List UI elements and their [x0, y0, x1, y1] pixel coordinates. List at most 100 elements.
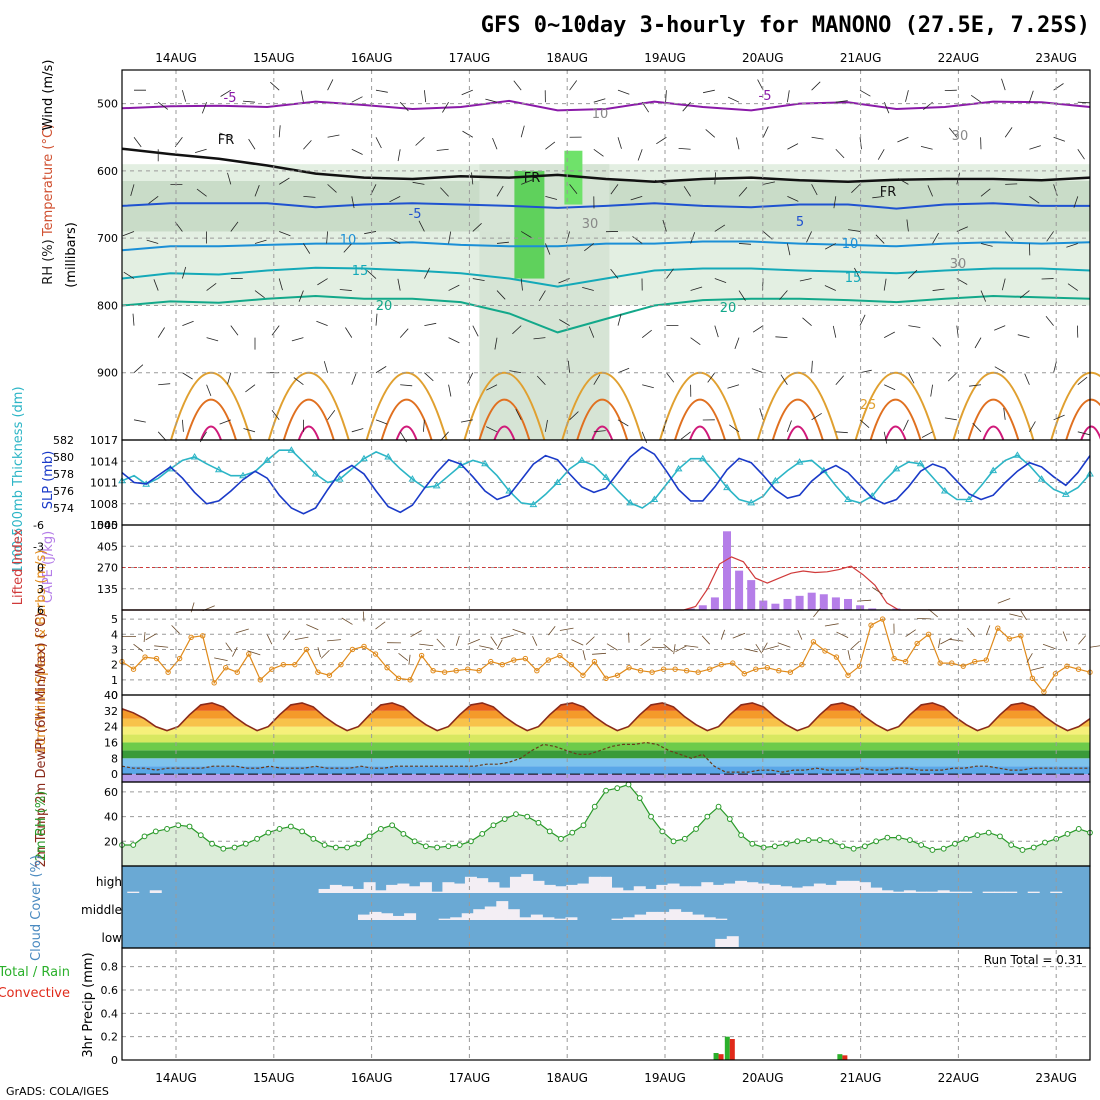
wind-barb [440, 431, 449, 441]
wind-speed-point [211, 680, 217, 686]
rh-point [344, 844, 351, 851]
wind-speed-point [372, 651, 379, 657]
tick-wind-1: 1 [111, 674, 118, 687]
wind-barb [389, 196, 401, 203]
wind-barb-10m [548, 626, 556, 636]
wind-barb [536, 375, 546, 386]
contour-label-14: 30 [582, 217, 599, 232]
thickness-marker [602, 473, 610, 480]
wind-barb [327, 184, 337, 193]
cape-bar [844, 598, 852, 610]
wind-barb-10m [225, 642, 233, 652]
cloud-middle [565, 917, 578, 920]
wind-speed-point [799, 661, 805, 668]
tick-slp-1014: 1014 [90, 455, 118, 468]
wind-barb [366, 270, 377, 279]
wind-barb [752, 325, 764, 333]
rh-point [873, 838, 880, 845]
cloud-high [780, 886, 793, 893]
wind-barb [219, 419, 231, 425]
wind-speed-point [280, 661, 287, 668]
cloud-middle [404, 913, 417, 920]
wind-barb [133, 419, 146, 423]
rh-point [614, 785, 621, 792]
wind-barb [448, 231, 452, 244]
wind-barb [351, 96, 363, 103]
wind-barb [682, 101, 691, 112]
rh-point [186, 823, 193, 830]
wind-barb-10m [1026, 653, 1033, 663]
wind-barb [303, 195, 316, 198]
label-cloud: Cloud Cover (%) [29, 855, 44, 961]
isotherm-0 [121, 99, 1091, 112]
wind-speed-point [937, 660, 943, 666]
cloud-middle [553, 918, 566, 920]
wind-speed-point [292, 661, 298, 668]
wind-speed-point [649, 669, 655, 675]
cloud-high [329, 884, 342, 893]
cloud-high [1005, 891, 1018, 893]
wind-speed-point [534, 668, 540, 674]
wind-barb [182, 419, 184, 432]
wind-barb [472, 325, 479, 337]
wind-barb [1001, 78, 1006, 91]
wind-barb-10m [1062, 631, 1068, 642]
warm-cell-2 [365, 372, 448, 441]
tick-cape-135: 135 [97, 583, 118, 596]
wind-barb [927, 185, 933, 197]
wind-barb-10m [143, 632, 146, 643]
rh-point [681, 835, 688, 842]
wind-barb [824, 285, 836, 291]
rh-point [771, 843, 778, 850]
wind-barb [243, 428, 256, 433]
wind-barb [729, 424, 740, 433]
cloud-middle [703, 917, 716, 920]
date-bottom-15AUG: 15AUG [253, 1071, 295, 1085]
wind-barb-10m [673, 644, 676, 655]
label-pressure: (millibars) [64, 222, 79, 288]
wind-barb [588, 326, 595, 338]
wind-barb [559, 319, 570, 326]
wind-barb [1019, 290, 1030, 299]
wind-speed-point [315, 669, 321, 675]
wind-barb-10m [824, 623, 839, 627]
wind-barb [300, 90, 304, 103]
wind-barb [279, 231, 291, 237]
wind-speed-point [925, 631, 932, 637]
wind-barb [462, 130, 474, 138]
wind-barb [1003, 407, 1006, 420]
wind-barb [763, 181, 775, 185]
thickness-marker [698, 454, 707, 462]
warm-cell-inner-4 [576, 398, 629, 441]
cloud-high [622, 890, 635, 893]
tick-precip-0.6: 0.6 [101, 984, 119, 997]
wind-barb [227, 172, 232, 185]
tick-slp-1017: 1017 [90, 434, 118, 447]
date-top-23AUG: 23AUG [1035, 51, 1077, 65]
cloud-high [723, 883, 736, 893]
wind-speed-point [776, 668, 782, 674]
wind-speed-point [257, 677, 263, 683]
rh-point [164, 826, 170, 832]
cloud-high [791, 887, 804, 893]
wind-barb [680, 431, 691, 440]
wind-speed-point [326, 672, 333, 678]
cloud-middle [657, 911, 670, 920]
cloud-middle [519, 917, 532, 920]
cape-bar [807, 592, 816, 610]
cloud-middle [473, 909, 486, 920]
wind-barb-10m [871, 587, 883, 595]
wind-barb [327, 134, 340, 138]
isotherm-4 [121, 266, 1091, 288]
cloud-high [993, 891, 1006, 893]
wind-barb-10m [408, 654, 411, 665]
wind-barb [230, 325, 239, 336]
wind-barb [254, 290, 265, 299]
wind-speed-point [879, 616, 886, 622]
wind-barb [436, 148, 449, 151]
rh-point [1042, 839, 1048, 846]
tick-slp-1011: 1011 [90, 477, 118, 490]
wind-barb-10m [327, 639, 341, 642]
wind-barb-10m [490, 636, 498, 646]
